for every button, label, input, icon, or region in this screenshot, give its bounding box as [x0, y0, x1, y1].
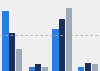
Bar	[28, 67, 34, 71]
Bar	[42, 67, 48, 71]
Bar	[59, 19, 65, 71]
Bar	[85, 63, 91, 71]
Bar	[52, 29, 58, 71]
Bar	[78, 67, 84, 71]
Bar	[2, 11, 8, 71]
Bar	[66, 8, 72, 71]
Bar	[16, 49, 22, 71]
Bar	[35, 64, 41, 71]
Bar	[9, 33, 15, 71]
Bar	[92, 64, 98, 71]
